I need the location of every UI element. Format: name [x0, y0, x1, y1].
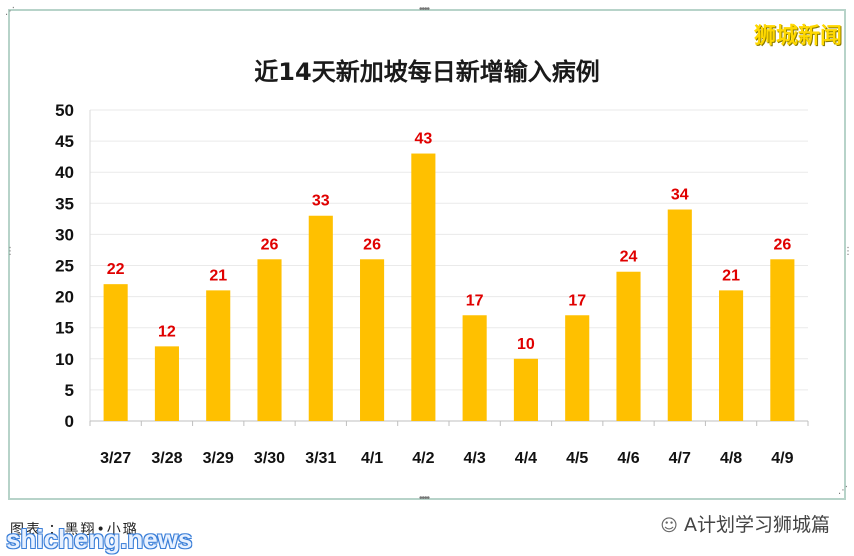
bar	[154, 346, 179, 421]
y-tick-label: 35	[55, 194, 74, 213]
y-tick-label: 15	[55, 319, 74, 338]
data-label: 17	[466, 292, 484, 309]
resize-handle-top[interactable]: ••••	[419, 4, 430, 15]
bar	[103, 284, 128, 421]
data-label: 26	[261, 236, 279, 253]
resize-handle-left[interactable]: ⋮	[5, 246, 15, 257]
x-tick-label: 4/3	[464, 450, 486, 467]
x-tick-label: 4/1	[361, 450, 383, 467]
x-tick-label: 4/7	[669, 450, 691, 467]
data-label: 22	[107, 261, 125, 278]
bar	[513, 358, 538, 421]
data-label: 26	[363, 236, 381, 253]
data-label: 10	[517, 336, 535, 353]
y-tick-label: 50	[55, 101, 74, 120]
x-tick-label: 3/29	[203, 450, 234, 467]
x-tick-label: 4/2	[412, 450, 434, 467]
data-label: 12	[158, 323, 176, 340]
data-label: 26	[773, 236, 791, 253]
site-watermark: shicheng.news	[6, 524, 193, 554]
resize-handle-corner-br[interactable]: ⋰	[838, 485, 848, 496]
account-name-row: ☺ A计划学习狮城篇	[660, 510, 830, 537]
wechat-icon: ☺	[660, 516, 678, 536]
x-tick-label: 4/4	[515, 450, 537, 467]
bar	[257, 259, 282, 421]
x-tick-label: 4/6	[617, 450, 639, 467]
y-tick-label: 5	[65, 381, 74, 400]
bar	[308, 215, 333, 421]
resize-handle-corner-tl[interactable]: ⋰	[5, 6, 15, 17]
x-tick-label: 3/27	[100, 450, 131, 467]
bar	[770, 259, 795, 421]
resize-handle-right[interactable]: ⋮	[843, 246, 853, 257]
y-tick-label: 0	[65, 412, 74, 431]
x-tick-label: 3/28	[151, 450, 182, 467]
data-label: 17	[568, 292, 586, 309]
y-tick-label: 20	[55, 288, 74, 307]
data-label: 24	[620, 249, 638, 266]
x-tick-label: 3/31	[305, 450, 336, 467]
y-tick-label: 30	[55, 225, 74, 244]
data-label: 21	[722, 267, 740, 284]
y-tick-label: 45	[55, 132, 74, 151]
x-tick-label: 3/30	[254, 450, 285, 467]
bar	[206, 290, 231, 421]
bar	[616, 271, 641, 421]
chart-title: 近14天新加坡每日新增输入病例	[254, 58, 600, 86]
x-tick-label: 4/5	[566, 450, 588, 467]
bar	[667, 209, 692, 421]
data-label: 21	[209, 267, 227, 284]
account-name: A计划学习狮城篇	[684, 514, 830, 536]
x-tick-label: 4/9	[771, 450, 793, 467]
y-tick-label: 25	[55, 257, 74, 276]
y-tick-label: 10	[55, 350, 74, 369]
x-tick-label: 4/8	[720, 450, 742, 467]
data-label: 43	[414, 131, 432, 148]
resize-handle-bottom[interactable]: ••••	[419, 493, 430, 504]
bar	[411, 153, 436, 422]
bar	[360, 259, 385, 421]
chart-credit: 图表 ：黑翔•小璐	[10, 522, 139, 538]
data-label: 34	[671, 187, 689, 204]
brand-watermark: 狮城新闻	[753, 24, 842, 49]
bar	[462, 315, 487, 421]
bar	[565, 315, 590, 421]
bar	[719, 290, 744, 421]
y-tick-label: 40	[55, 163, 74, 182]
data-label: 33	[312, 193, 330, 210]
